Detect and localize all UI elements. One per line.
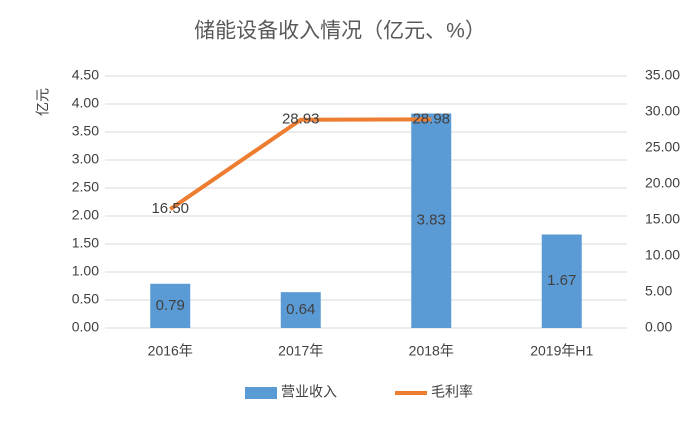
line-value-label: 28.98 bbox=[412, 110, 450, 127]
chart-title: 储能设备收入情况（亿元、%） bbox=[194, 20, 486, 43]
y-tick-label: 0.00 bbox=[72, 319, 99, 335]
legend-label: 营业收入 bbox=[281, 384, 337, 400]
line bbox=[169, 117, 432, 211]
y2-tick-label: 25.00 bbox=[645, 139, 680, 155]
bar bbox=[150, 283, 191, 328]
line-value-label: 16.50 bbox=[151, 200, 189, 217]
x-tick-label: 2019年H1 bbox=[530, 343, 593, 359]
bar bbox=[280, 292, 321, 328]
x-tick-label: 2018年 bbox=[409, 343, 454, 359]
legend-label: 毛利率 bbox=[431, 384, 473, 400]
x-tick-label: 2016年 bbox=[148, 343, 193, 359]
y-tick-label: 3.00 bbox=[72, 151, 99, 167]
y-tick-label: 1.00 bbox=[72, 263, 99, 279]
bar-value-label: 0.64 bbox=[286, 301, 315, 318]
y2-tick-label: 35.00 bbox=[645, 67, 680, 83]
y-tick-label: 3.50 bbox=[72, 123, 99, 139]
y2-tick-label: 0.00 bbox=[645, 319, 672, 335]
legend-swatch bbox=[245, 387, 277, 399]
y-tick-label: 4.00 bbox=[72, 95, 99, 111]
y-tick-label: 2.50 bbox=[72, 179, 99, 195]
bar bbox=[411, 113, 452, 329]
line-value-label: 28.93 bbox=[282, 111, 320, 128]
bar-value-label: 0.79 bbox=[156, 297, 185, 314]
y-tick-label: 1.50 bbox=[72, 235, 99, 251]
y2-tick-label: 10.00 bbox=[645, 247, 680, 263]
bar bbox=[541, 234, 582, 328]
y-axis-label: 亿元 bbox=[35, 88, 51, 116]
y-tick-label: 0.50 bbox=[72, 291, 99, 307]
bar-value-label: 1.67 bbox=[547, 272, 576, 289]
y-tick-label: 2.00 bbox=[72, 207, 99, 223]
y2-tick-label: 30.00 bbox=[645, 103, 680, 119]
y2-tick-label: 20.00 bbox=[645, 175, 680, 191]
y-tick-label: 4.50 bbox=[72, 67, 99, 83]
y2-tick-label: 5.00 bbox=[645, 283, 672, 299]
bar-value-label: 3.83 bbox=[417, 212, 446, 229]
x-tick-label: 2017年 bbox=[278, 343, 323, 359]
y2-tick-label: 15.00 bbox=[645, 211, 680, 227]
